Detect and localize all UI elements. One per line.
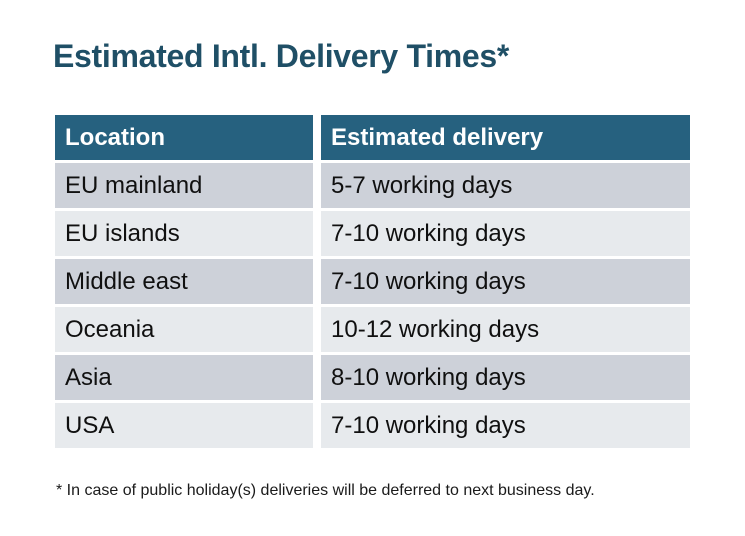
page-title: Estimated Intl. Delivery Times* [53, 38, 510, 74]
table-cell-location: EU mainland [55, 163, 313, 208]
table-cell-location: EU islands [55, 211, 313, 256]
column-header-estimated-delivery: Estimated delivery [321, 115, 690, 160]
table-cell-delivery: 7-10 working days [321, 259, 690, 304]
delivery-times-table: Location Estimated delivery EU mainland 5… [55, 115, 690, 448]
table-cell-location: Middle east [55, 259, 313, 304]
table-cell-location: USA [55, 403, 313, 448]
footnote: * In case of public holiday(s) deliverie… [56, 482, 595, 499]
table-cell-delivery: 10-12 working days [321, 307, 690, 352]
table-cell-location: Asia [55, 355, 313, 400]
table-cell-delivery: 7-10 working days [321, 403, 690, 448]
table-cell-delivery: 5-7 working days [321, 163, 690, 208]
table-cell-delivery: 7-10 working days [321, 211, 690, 256]
column-header-location: Location [55, 115, 313, 160]
table-cell-delivery: 8-10 working days [321, 355, 690, 400]
table-cell-location: Oceania [55, 307, 313, 352]
